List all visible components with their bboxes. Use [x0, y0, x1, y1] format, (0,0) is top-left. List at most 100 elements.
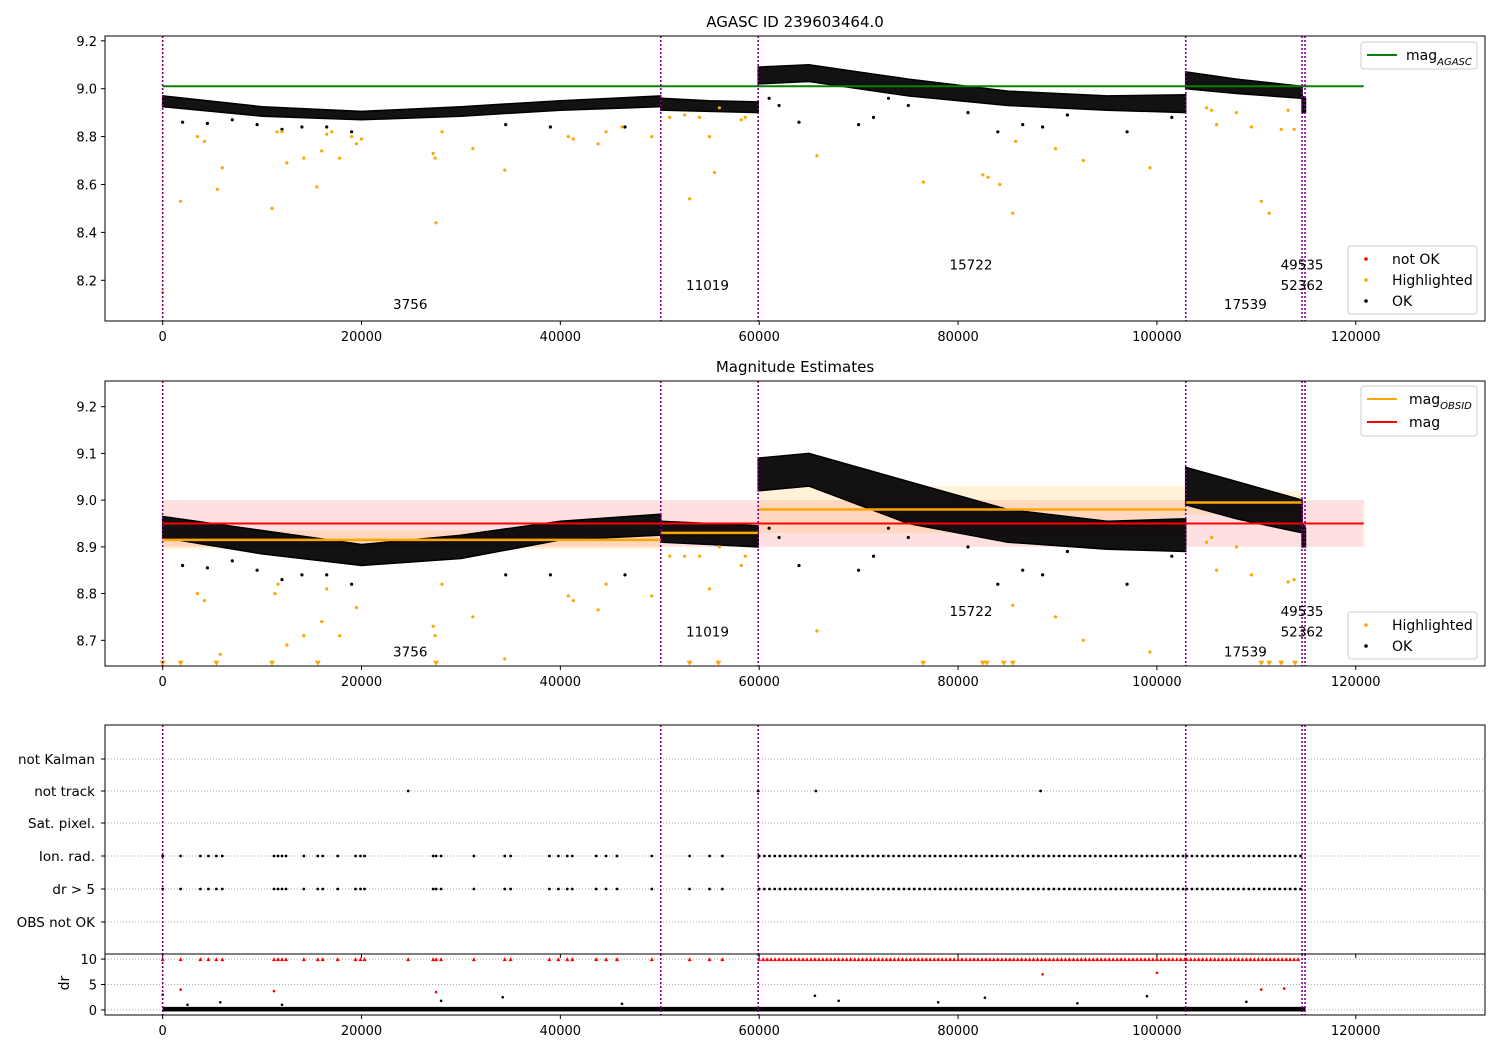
highlighted-point	[1215, 568, 1219, 572]
plot-frame	[104, 953, 1486, 1016]
highlighted-point	[320, 620, 324, 624]
flag-point	[220, 887, 224, 891]
flag-point	[938, 854, 942, 858]
flag-point	[509, 854, 512, 858]
flag-point	[1026, 887, 1030, 891]
flag-point	[565, 854, 569, 858]
flag-point	[830, 887, 833, 891]
dr-capped-marker	[508, 957, 513, 962]
flag-point	[650, 887, 654, 891]
highlighted-point	[1210, 108, 1214, 112]
x-tick-label: 40000	[540, 675, 581, 690]
flag-point	[354, 854, 357, 858]
flag-row-label: Ion. rad.	[39, 849, 95, 865]
offscale-marker	[1000, 660, 1007, 666]
dr-capped-marker	[1143, 957, 1147, 962]
highlighted-point	[471, 147, 475, 151]
dr-capped-marker	[1099, 957, 1104, 962]
flag-point	[1135, 854, 1138, 858]
legend: not OK Highlighted OK	[1347, 245, 1478, 315]
x-tick-label: 0	[159, 330, 167, 345]
dr-capped-marker	[1224, 957, 1229, 962]
flag-point	[840, 854, 844, 858]
flag-point	[1119, 887, 1123, 891]
flag-point	[1226, 887, 1230, 891]
flag-point	[284, 854, 288, 858]
flag-point	[799, 887, 802, 891]
highlighted-point	[743, 115, 747, 119]
flag-point	[434, 887, 438, 891]
obsid-label: 17539	[1224, 297, 1267, 313]
dr-point-not-ok	[1282, 987, 1286, 990]
flag-point	[1200, 887, 1204, 891]
legend-text: mag	[1409, 392, 1440, 408]
dr-capped-marker	[785, 957, 789, 962]
ok-point	[767, 526, 771, 530]
dr-capped-marker	[1135, 957, 1139, 962]
flag-point	[472, 887, 476, 891]
legend-marker	[1364, 623, 1368, 627]
ok-point	[797, 120, 801, 124]
x-tick-label: 60000	[739, 1024, 780, 1039]
flag-point	[1083, 854, 1087, 858]
flag-point	[316, 854, 320, 858]
flag-point	[995, 854, 999, 858]
highlighted-point	[273, 592, 277, 596]
highlighted-point	[275, 130, 279, 134]
dr-capped-marker	[757, 957, 762, 962]
obsid-label: 52362	[1281, 278, 1324, 294]
flag-point	[985, 854, 989, 858]
dr-capped-marker	[1075, 957, 1080, 962]
highlighted-point	[596, 142, 600, 146]
obsid-label: 52362	[1281, 625, 1324, 641]
highlighted-point	[1215, 123, 1219, 127]
y-tick-label: 8.6	[76, 178, 97, 193]
dr-capped-marker	[1063, 957, 1068, 962]
highlighted-point	[325, 132, 329, 136]
dr-capped-marker	[797, 957, 801, 962]
plot-area: 3756 11019 15722 17539 49535 52362	[159, 381, 1364, 666]
highlighted-point	[707, 135, 712, 139]
flag-point	[1000, 854, 1004, 858]
flag-point	[1047, 854, 1051, 858]
ok-point	[797, 563, 801, 568]
flag-point	[788, 854, 792, 858]
dr-point	[620, 1002, 624, 1006]
flag-point	[1006, 854, 1009, 858]
highlighted-point	[354, 142, 359, 146]
legend-frame	[1347, 245, 1478, 315]
x-tick-label: 0	[159, 1024, 167, 1039]
flag-point	[861, 887, 864, 891]
flag-point	[778, 854, 782, 858]
dr-capped-marker	[964, 957, 968, 962]
ok-point	[886, 96, 891, 100]
offscale-marker	[1009, 660, 1016, 666]
flag-point	[1062, 887, 1066, 891]
flag-point	[604, 854, 608, 858]
flag-point	[1031, 887, 1035, 891]
flag-point	[881, 854, 885, 858]
dr-capped-marker	[1083, 957, 1088, 962]
dr-capped-marker	[876, 957, 881, 962]
highlighted-point	[815, 629, 819, 633]
dr-capped-marker	[335, 957, 340, 962]
dr-capped-marker	[1127, 957, 1132, 962]
dr-capped-marker	[1055, 957, 1060, 962]
dr-capped-marker	[1059, 957, 1064, 962]
flag-point	[1109, 854, 1113, 858]
offscale-marker	[1292, 660, 1299, 666]
dr-capped-marker	[1268, 957, 1273, 962]
dr-capped-marker	[852, 957, 857, 962]
dr-point	[1145, 994, 1149, 998]
flag-point	[819, 887, 823, 891]
y-tick-label: 8.8	[76, 131, 97, 146]
flag-point	[881, 887, 885, 891]
flag-point	[783, 854, 787, 858]
flag-point	[1278, 854, 1282, 858]
flag-point	[199, 887, 202, 891]
flag-point	[1195, 887, 1199, 891]
ok-point	[280, 578, 284, 582]
flag-point	[1145, 887, 1149, 891]
flag-point	[321, 887, 325, 891]
flag-point	[1104, 854, 1107, 858]
